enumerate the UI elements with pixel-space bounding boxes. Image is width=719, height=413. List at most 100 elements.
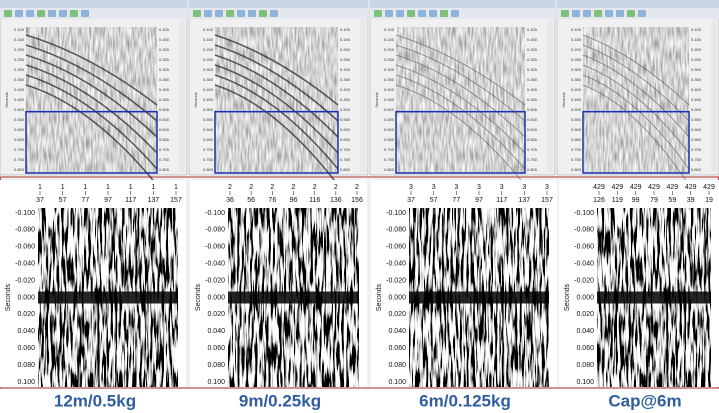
y-tick-label: 0.650 xyxy=(571,137,582,142)
event-curve xyxy=(395,64,526,154)
toolbar-button[interactable] xyxy=(594,10,602,17)
toolbar-button[interactable] xyxy=(4,10,12,17)
y-tick-label: 0.100 xyxy=(571,27,582,32)
trace-header: 77 xyxy=(452,197,460,204)
toolbar-button[interactable] xyxy=(248,10,256,17)
toolbar-button[interactable] xyxy=(259,10,267,17)
trace-header: 57 xyxy=(59,197,67,204)
y-tick-label: 0.100 xyxy=(576,379,594,386)
y-tick-label: 0.650 xyxy=(384,137,395,142)
trace-header: 116 xyxy=(309,197,320,204)
trace-header: 137 xyxy=(147,197,159,204)
toolbar-button[interactable] xyxy=(226,10,234,17)
y-tick-label: 0.750 xyxy=(527,157,538,162)
trace-header: 156 xyxy=(351,197,363,204)
y-tick-label: 0.800 xyxy=(203,167,214,172)
y-tick-label: 0.800 xyxy=(691,167,702,172)
y-tick-label: 0.200 xyxy=(159,47,170,52)
event-curve xyxy=(214,34,339,106)
y-tick-label: 0.020 xyxy=(576,311,594,318)
trace-header: 3 xyxy=(409,184,413,191)
y-tick-label: 0.080 xyxy=(17,362,35,369)
y-tick-label: 0.200 xyxy=(691,47,702,52)
toolbar-button[interactable] xyxy=(26,10,34,17)
y-tick-label: -0.080 xyxy=(574,227,594,234)
y-tick-label: 0.600 xyxy=(384,127,395,132)
y-tick-label: 0.450 xyxy=(340,97,351,102)
toolbar-button[interactable] xyxy=(193,10,201,17)
scrollbar xyxy=(547,20,553,172)
event-curve xyxy=(582,54,690,138)
event-curve xyxy=(395,44,526,122)
toolbar-button[interactable] xyxy=(37,10,45,17)
y-tick-label: -0.040 xyxy=(386,261,406,268)
toolbar-button[interactable] xyxy=(396,10,404,17)
y-tick-label: 0.200 xyxy=(527,47,538,52)
y-tick-label: 0.020 xyxy=(17,311,35,318)
y-tick-label: 0.600 xyxy=(340,127,351,132)
toolbar-button[interactable] xyxy=(616,10,624,17)
toolbar-button[interactable] xyxy=(204,10,212,17)
y-tick-label: 0.060 xyxy=(17,345,35,352)
toolbar-button[interactable] xyxy=(627,10,635,17)
toolbar-button[interactable] xyxy=(583,10,591,17)
trace-header: 1 xyxy=(38,184,42,191)
y-tick-label: 0.700 xyxy=(691,147,702,152)
y-axis-label: Seconds xyxy=(376,283,383,311)
event-curve xyxy=(214,44,339,122)
toolbar-button[interactable] xyxy=(385,10,393,17)
y-tick-label: 0.650 xyxy=(340,137,351,142)
toolbar-button[interactable] xyxy=(429,10,437,17)
y-tick-label: 0.300 xyxy=(527,67,538,72)
y-tick-label: 0.250 xyxy=(159,57,170,62)
trace-header: 1 xyxy=(83,184,87,191)
trace-header: 3 xyxy=(500,184,504,191)
toolbar-button[interactable] xyxy=(15,10,23,17)
toolbar-button[interactable] xyxy=(59,10,67,17)
event-curve xyxy=(395,54,526,138)
toolbar-button[interactable] xyxy=(237,10,245,17)
y-tick-label: 0.150 xyxy=(571,37,582,42)
y-tick-label: 0.700 xyxy=(203,147,214,152)
caption: 9m/0.25kg xyxy=(239,391,321,410)
trace-header: 37 xyxy=(36,197,44,204)
toolbar-button[interactable] xyxy=(407,10,415,17)
y-tick-label: -0.020 xyxy=(386,277,406,284)
y-tick-label: 0.250 xyxy=(203,57,214,62)
trace-header: 97 xyxy=(475,197,483,204)
y-tick-label: 0.200 xyxy=(571,47,582,52)
y-tick-label: 0.150 xyxy=(527,37,538,42)
y-tick-label: 0.500 xyxy=(14,107,25,112)
selection-box xyxy=(25,110,158,174)
toolbar-button[interactable] xyxy=(572,10,580,17)
y-tick-label: 0.350 xyxy=(159,77,170,82)
trace-header: 2 xyxy=(249,184,253,191)
toolbar-button[interactable] xyxy=(374,10,382,17)
y-tick-label: -0.020 xyxy=(205,277,225,284)
toolbar-button[interactable] xyxy=(638,10,646,17)
y-tick-label: -0.080 xyxy=(386,227,406,234)
y-tick-label: 0.700 xyxy=(14,147,25,152)
toolbar-button[interactable] xyxy=(440,10,448,17)
toolbar-button[interactable] xyxy=(270,10,278,17)
toolbar-button[interactable] xyxy=(561,10,569,17)
toolbar-button[interactable] xyxy=(48,10,56,17)
y-tick-label: -0.060 xyxy=(15,244,35,251)
toolbar-button[interactable] xyxy=(451,10,459,17)
toolbar-button[interactable] xyxy=(81,10,89,17)
toolbar-button[interactable] xyxy=(418,10,426,17)
toolbar-button[interactable] xyxy=(605,10,613,17)
toolbar-button[interactable] xyxy=(70,10,78,17)
event-curve xyxy=(25,34,158,106)
y-tick-label: 0.150 xyxy=(384,37,395,42)
y-tick-label: 0.200 xyxy=(203,47,214,52)
y-tick-label: 0.000 xyxy=(207,294,225,301)
y-tick-label: 0.750 xyxy=(384,157,395,162)
event-curve xyxy=(582,84,690,186)
first-break-band xyxy=(38,291,178,304)
y-axis-label: Seconds xyxy=(564,283,571,311)
toolbar-button[interactable] xyxy=(215,10,223,17)
trace-header: 157 xyxy=(541,197,553,204)
y-axis-label: Seconds xyxy=(561,92,566,108)
y-tick-label: 0.060 xyxy=(388,345,406,352)
